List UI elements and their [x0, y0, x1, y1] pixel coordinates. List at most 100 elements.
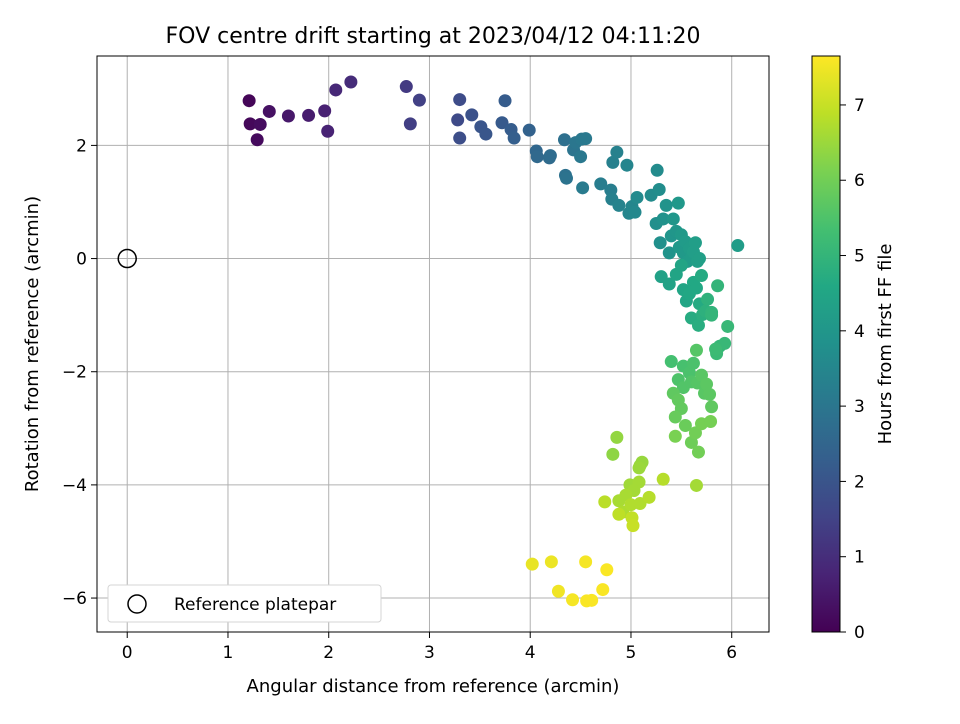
data-point [620, 158, 634, 172]
data-point [606, 155, 620, 169]
legend-box [107, 584, 382, 623]
data-point [596, 583, 610, 597]
data-point [453, 131, 467, 145]
data-point [704, 415, 718, 429]
data-point [689, 478, 703, 492]
data-point [585, 593, 599, 607]
data-point [691, 445, 705, 459]
legend-marker [127, 594, 147, 614]
data-point [659, 198, 673, 212]
data-point [612, 198, 626, 212]
data-point [321, 124, 335, 138]
colorbar-tick-label: 0 [854, 623, 865, 643]
y-axis-ticks: −6 −4 −2 0 2 [62, 136, 97, 609]
data-point [344, 75, 358, 89]
y-axis-label: Rotation from reference (arcmin) [22, 196, 43, 492]
plot-frame [96, 55, 770, 633]
data-point [689, 343, 703, 357]
data-point [507, 131, 521, 145]
data-point [479, 127, 493, 141]
data-point [576, 181, 590, 195]
data-point [688, 236, 702, 250]
data-point [700, 377, 714, 391]
data-point [668, 410, 682, 424]
x-tick-label: 3 [424, 643, 435, 663]
colorbar-tick-label: 4 [854, 322, 865, 342]
colorbar-tick-label: 2 [854, 472, 865, 492]
data-point [610, 145, 624, 159]
data-point [705, 308, 719, 322]
data-point [686, 356, 700, 370]
data-point [678, 418, 692, 432]
data-point [600, 563, 614, 577]
x-axis-label: Angular distance from reference (arcmin) [247, 676, 620, 697]
data-point [598, 495, 612, 509]
colorbar-ticks: 0 1 2 3 4 5 6 7 [840, 96, 865, 643]
colorbar-tick-label: 6 [854, 171, 865, 191]
chart-title: FOV centre drift starting at 2023/04/12 … [166, 24, 701, 49]
data-point [579, 555, 593, 569]
data-point [656, 472, 670, 486]
data-point [671, 196, 685, 210]
data-point [557, 133, 571, 147]
data-point [559, 171, 573, 185]
data-point [652, 183, 666, 197]
data-point [612, 507, 626, 521]
data-point [403, 117, 417, 131]
data-point [453, 93, 467, 107]
data-point [711, 279, 725, 293]
data-point [633, 497, 647, 511]
data-point [318, 104, 332, 118]
x-axis-ticks: 0 1 2 3 4 5 6 [122, 632, 737, 663]
data-point [281, 109, 295, 123]
data-point [495, 116, 509, 130]
colorbar-label: Hours from first FF file [875, 244, 896, 445]
x-tick-label: 6 [726, 643, 737, 663]
data-point [628, 205, 642, 219]
colorbar: 0 1 2 3 4 5 6 7 Hours from first FF file [811, 55, 896, 643]
grid-lines [97, 56, 769, 632]
data-point [610, 430, 624, 444]
data-point [544, 555, 558, 569]
data-point [666, 212, 680, 226]
data-point [691, 318, 705, 332]
y-tick-label: −2 [62, 363, 87, 383]
reference-platepar-marker [117, 248, 137, 269]
data-point [694, 269, 708, 283]
data-point [612, 494, 626, 508]
data-point [662, 246, 676, 260]
data-point [650, 163, 664, 177]
data-point [543, 149, 557, 163]
data-point [551, 584, 565, 598]
legend: Reference platepar [107, 584, 382, 623]
data-point [662, 277, 676, 291]
data-point [566, 593, 580, 607]
data-point [664, 355, 678, 369]
data-point [656, 212, 670, 226]
x-tick-label: 5 [626, 643, 637, 663]
colorbar-gradient [811, 55, 841, 633]
data-point [701, 292, 715, 306]
data-point [705, 400, 719, 414]
data-point [668, 429, 682, 443]
y-tick-label: 0 [76, 250, 87, 270]
data-point [525, 557, 539, 571]
data-point [465, 108, 479, 122]
data-point [731, 239, 745, 253]
colorbar-tick-label: 7 [854, 96, 865, 116]
data-point [574, 150, 588, 164]
y-tick-label: −6 [62, 589, 87, 609]
x-tick-label: 1 [223, 643, 234, 663]
data-point [262, 104, 276, 118]
data-point [689, 281, 703, 295]
data-point [412, 93, 426, 107]
data-point [329, 83, 343, 97]
data-point [399, 80, 413, 94]
data-point [703, 387, 717, 401]
data-point [692, 252, 706, 266]
data-point [721, 319, 735, 333]
data-point [594, 177, 608, 191]
colorbar-tick-label: 5 [854, 247, 865, 267]
